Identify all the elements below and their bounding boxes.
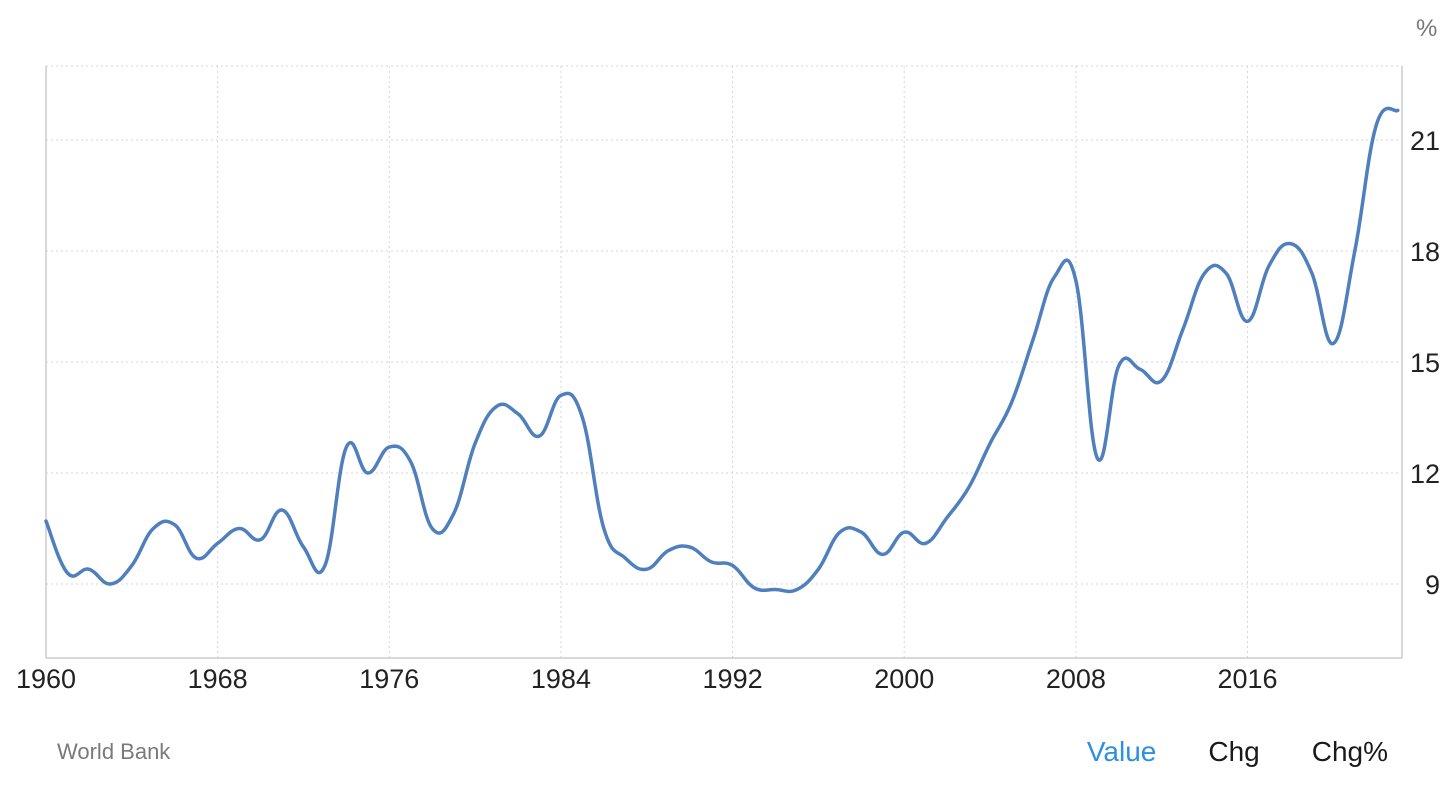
x-tick-label: 1992 bbox=[703, 664, 763, 694]
source-label: World Bank bbox=[57, 739, 171, 764]
y-axis-unit-label: % bbox=[1416, 15, 1437, 42]
x-tick-label: 1968 bbox=[188, 664, 248, 694]
y-tick-label: 12 bbox=[1410, 459, 1440, 489]
tab-value[interactable]: Value bbox=[1086, 736, 1157, 767]
view-tabs: Value Chg Chg% bbox=[1035, 736, 1388, 768]
line-chart: 1960 1968 1976 1984 1992 2000 2008 2016 9 12 15 18 2… bbox=[16, 15, 1440, 694]
x-tick-label: 2008 bbox=[1046, 664, 1106, 694]
y-tick-label: 18 bbox=[1410, 237, 1440, 267]
x-tick-label: 2016 bbox=[1217, 664, 1277, 694]
tab-change-percent[interactable]: Chg% bbox=[1311, 736, 1388, 767]
tab-change[interactable]: Chg bbox=[1208, 736, 1260, 767]
y-tick-label: 15 bbox=[1410, 348, 1440, 378]
chart-grid bbox=[45, 65, 1402, 658]
y-tick-label: 21 bbox=[1410, 126, 1440, 156]
chart-labels: 1960 1968 1976 1984 1992 2000 2008 2016 9 12 15 18 2… bbox=[16, 126, 1440, 694]
x-tick-label: 1976 bbox=[359, 664, 419, 694]
chart-axes bbox=[45, 66, 1403, 659]
x-tick-label: 1984 bbox=[531, 664, 591, 694]
y-tick-label: 9 bbox=[1425, 570, 1440, 600]
chart-series bbox=[44, 106, 1400, 594]
series-line bbox=[44, 106, 1400, 594]
x-tick-label: 1960 bbox=[16, 664, 76, 694]
x-tick-label: 2000 bbox=[874, 664, 934, 694]
